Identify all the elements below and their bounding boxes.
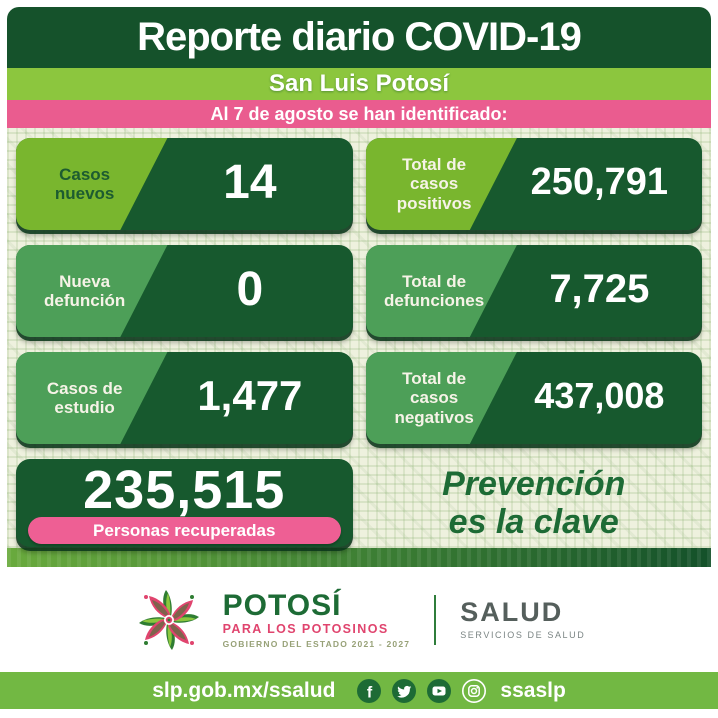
card-label: Casos nuevos (54, 164, 115, 203)
brand-government-line: GOBIERNO DEL ESTADO 2021 - 2027 (222, 639, 411, 650)
card-value: 7,725 (549, 266, 650, 311)
brand-tagline: PARA LOS POTOSINOS (222, 622, 389, 637)
card-value: 437,008 (534, 375, 665, 416)
card-recuperados: 235,515 Personas recuperadas (16, 459, 353, 547)
card-nueva-defuncion: Nueva defunción 0 (16, 245, 353, 337)
card-value: 0 (236, 262, 264, 316)
card-label: Total de casos positivos (396, 155, 472, 213)
decorative-green-band (7, 548, 711, 567)
twitter-icon[interactable] (391, 678, 417, 704)
facebook-icon[interactable]: f (356, 678, 382, 704)
card-value: 14 (223, 155, 277, 209)
card-total-positivos: Total de casos positivos 250,791 (365, 138, 702, 230)
card-casos-estudio: Casos de estudio 1,477 (16, 352, 353, 444)
card-total-defunciones: Total de defunciones 7,725 (365, 245, 702, 337)
card-label: Total de casos negativos (394, 369, 474, 427)
date-banner: Al 7 de agosto se han identificado: (7, 100, 711, 128)
website-link[interactable]: slp.gob.mx/ssalud (152, 678, 336, 702)
salud-subtitle: SERVICIOS DE SALUD (460, 629, 586, 640)
brand-block: POTOSÍ PARA LOS POTOSINOS GOBIERNO DEL E… (223, 590, 411, 650)
card-label: Casos de estudio (46, 378, 123, 417)
state-band: San Luis Potosí (7, 68, 711, 100)
social-handle[interactable]: ssaslp (500, 678, 566, 702)
logo-footer: POTOSÍ PARA LOS POTOSINOS GOBIERNO DEL E… (7, 567, 711, 672)
recovered-label-pill: Personas recuperadas (28, 517, 341, 544)
card-label: Total de defunciones (384, 271, 485, 310)
footer-divider (434, 594, 437, 645)
recovered-value: 235,515 (83, 460, 286, 520)
brand-name: POTOSÍ (222, 588, 342, 622)
date-banner-text: Al 7 de agosto se han identificado: (210, 103, 508, 124)
card-value: 250,791 (530, 160, 669, 203)
motto-cell: Prevención es la clave (366, 459, 703, 547)
page-title: Reporte diario COVID-19 (137, 15, 582, 59)
recovered-label: Personas recuperadas (93, 520, 276, 540)
instagram-icon[interactable] (461, 678, 487, 704)
social-bar: slp.gob.mx/ssalud f ssaslp (0, 672, 718, 709)
svg-text:f: f (367, 684, 373, 701)
salud-name: SALUD (460, 597, 564, 628)
stats-grid: Casos nuevos 14 Total de casos positivos… (7, 128, 711, 547)
card-total-negativos: Total de casos negativos 437,008 (365, 352, 702, 444)
salud-block: SALUD SERVICIOS DE SALUD (460, 598, 585, 641)
youtube-icon[interactable] (426, 678, 452, 704)
motto-text: Prevención es la clave (442, 464, 626, 541)
report-panel: Reporte diario COVID-19 San Luis Potosí … (7, 7, 711, 672)
card-label: Nueva defunción (44, 271, 126, 310)
state-name: San Luis Potosí (268, 70, 450, 97)
stats-body: Casos nuevos 14 Total de casos positivos… (7, 128, 711, 548)
card-casos-nuevos: Casos nuevos 14 (16, 138, 353, 230)
card-value: 1,477 (197, 372, 303, 419)
report-header: Reporte diario COVID-19 (7, 7, 711, 68)
potosi-rosette-logo-icon (138, 589, 199, 650)
